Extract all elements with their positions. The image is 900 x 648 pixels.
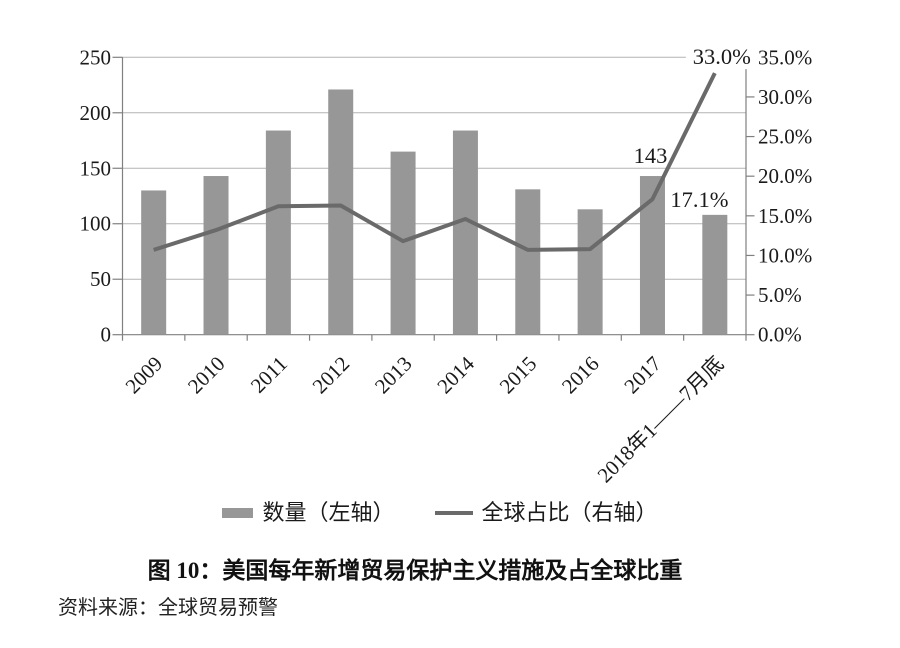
bar (452, 130, 478, 335)
bar (577, 209, 603, 335)
x-axis-category-label: 2015 (495, 352, 542, 399)
x-axis-category-label: 2016 (557, 352, 604, 399)
data-annotation-label: 143 (634, 143, 668, 168)
trend-line (153, 72, 717, 252)
right-axis-tick-label: 20.0% (758, 164, 812, 188)
right-axis-tick-label: 25.0% (758, 125, 812, 149)
data-annotation-label: 17.1% (670, 187, 728, 212)
legend-label-global-share: 全球占比（右轴） (481, 500, 658, 525)
left-axis-tick-label: 0 (101, 323, 112, 347)
legend-item-quantity: 数量（左轴） (222, 500, 395, 525)
right-axis-tick-label: 0.0% (758, 323, 802, 347)
bar (203, 176, 229, 335)
x-axis-category-label: 2013 (370, 352, 417, 399)
data-annotation-label: 33.0% (693, 44, 751, 69)
bar (141, 190, 167, 335)
right-axis-tick-label: 5.0% (758, 283, 802, 307)
x-axis-category-label: 2011 (246, 352, 292, 398)
x-axis-category-label: 2009 (121, 352, 168, 399)
chart-legend: 数量（左轴） 全球占比（右轴） (0, 502, 880, 524)
bar (265, 130, 291, 335)
chart-title: 图 10：美国每年新增贸易保护主义措施及占全球比重 (147, 558, 683, 583)
source-note: 资料来源：全球贸易预警 (58, 597, 278, 619)
line-series-swatch-icon (434, 511, 473, 515)
x-axis-category-label: 2017 (619, 352, 666, 399)
combo-chart: 0 50 100 150 200 250 0.0% 5.0% 10.0% 15.0% 20.0% 25… (80, 44, 813, 487)
left-axis-tick-label: 200 (80, 101, 112, 125)
annotation-label-bg (685, 45, 758, 70)
bar-series-swatch-icon (222, 508, 254, 518)
left-axis-tick-label: 150 (80, 156, 112, 180)
right-axis-tick-label: 30.0% (758, 85, 812, 109)
left-axis-tick-label: 250 (80, 45, 112, 69)
x-axis-category-label: 2014 (432, 351, 479, 398)
x-axis-category-label: 2010 (183, 352, 230, 399)
bar (515, 189, 541, 335)
right-axis-tick-label: 15.0% (758, 204, 812, 228)
left-axis-tick-label: 50 (90, 267, 111, 291)
x-axis-category-label: 2012 (308, 352, 355, 399)
right-axis-tick-label: 10.0% (758, 243, 812, 267)
bar (639, 176, 665, 335)
left-axis-tick-label: 100 (80, 212, 112, 236)
bar (702, 214, 728, 335)
right-axis-tick-label: 35.0% (758, 45, 812, 69)
legend-label-quantity: 数量（左轴） (262, 500, 395, 525)
legend-item-global-share: 全球占比（右轴） (434, 500, 658, 525)
